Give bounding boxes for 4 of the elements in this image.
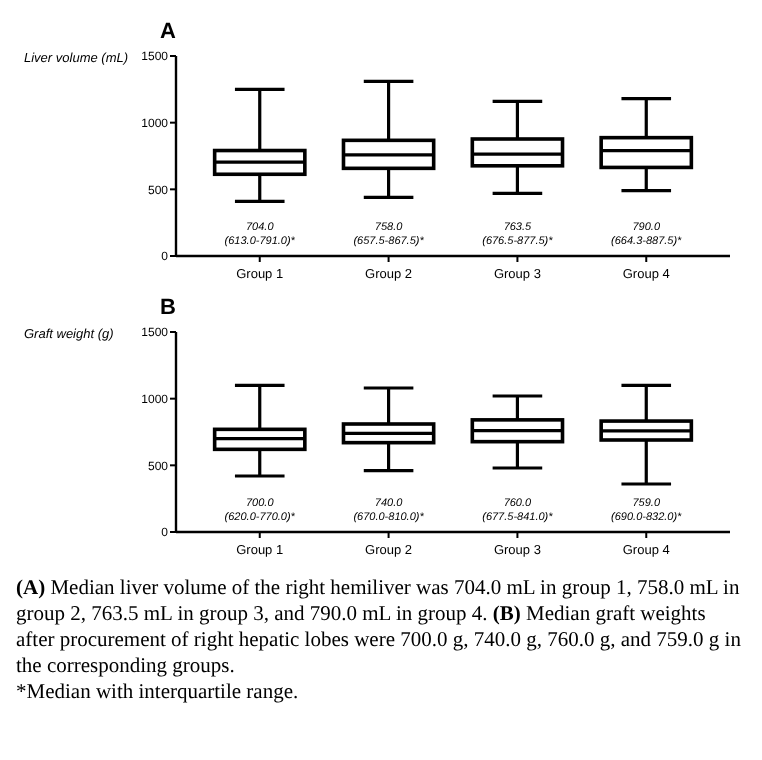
chart-title: A xyxy=(160,20,176,44)
text: *Median with interquartile range. xyxy=(16,682,299,704)
text: (A) Median liver volume of the right hemiliver was 704.0 mL in group 1, 758.0 mL in group 2, 763.5 mL in group 3, and 790.0 mL in group 4. (B) Median graft weights after procurement of right hepatic lobes were 700.0 g, 740.0 g, 760.0 g, and 759.0 g in the corresponding groups. xyxy=(16,578,741,678)
chart-title: B xyxy=(160,296,176,320)
